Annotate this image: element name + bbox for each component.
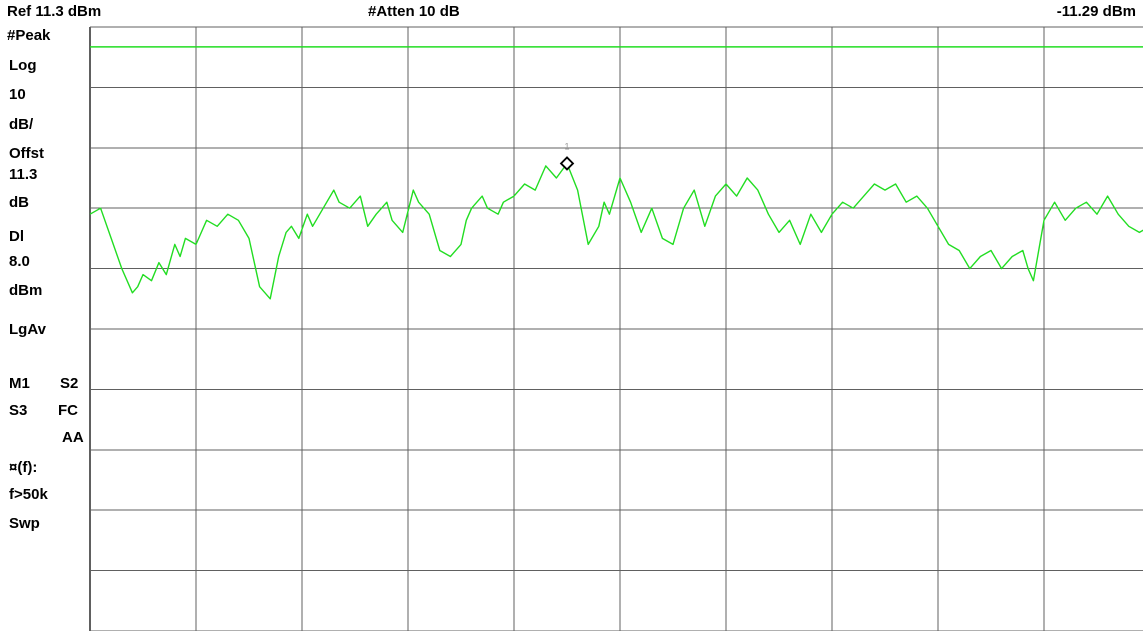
marker-amplitude-readout: -11.29 dBm [1056, 3, 1136, 20]
scale-value-label: 10 [9, 86, 26, 103]
marker-1-diamond [559, 156, 575, 171]
trace-mode-s2-label: S2 [60, 375, 79, 392]
trace-mode-s3-label: S3 [9, 402, 28, 419]
sweep-label: Swp [9, 515, 40, 532]
trace-mode-aa-label: AA [62, 429, 84, 446]
marker-1-label: 1 [564, 141, 569, 151]
trace-mode-fc-label: FC [58, 402, 78, 419]
offset-label: Offst [9, 145, 44, 162]
display-line-value-label: 8.0 [9, 253, 30, 270]
scale-unit-label: dB/ [9, 116, 34, 133]
offset-unit-label: dB [9, 194, 29, 211]
reference-level-label: Ref 11.3 dBm [7, 3, 102, 20]
average-type-label: LgAv [9, 321, 46, 338]
scale-type-label: Log [9, 57, 37, 74]
graticule [89, 26, 1143, 631]
attenuation-label: #Atten 10 dB [368, 3, 460, 20]
function-label: ¤(f): [9, 459, 38, 476]
display-line-label: Dl [9, 228, 24, 245]
offset-value-label: 11.3 [9, 166, 38, 183]
display-line-unit-label: dBm [9, 282, 43, 299]
trace-mode-m1-label: M1 [9, 375, 30, 392]
function-value-label: f>50k [9, 486, 48, 503]
trace-layer [89, 162, 1143, 300]
detector-mode-label: #Peak [7, 27, 51, 44]
marker-layer: 1 [559, 141, 575, 171]
spectrum-trace [89, 162, 1143, 300]
